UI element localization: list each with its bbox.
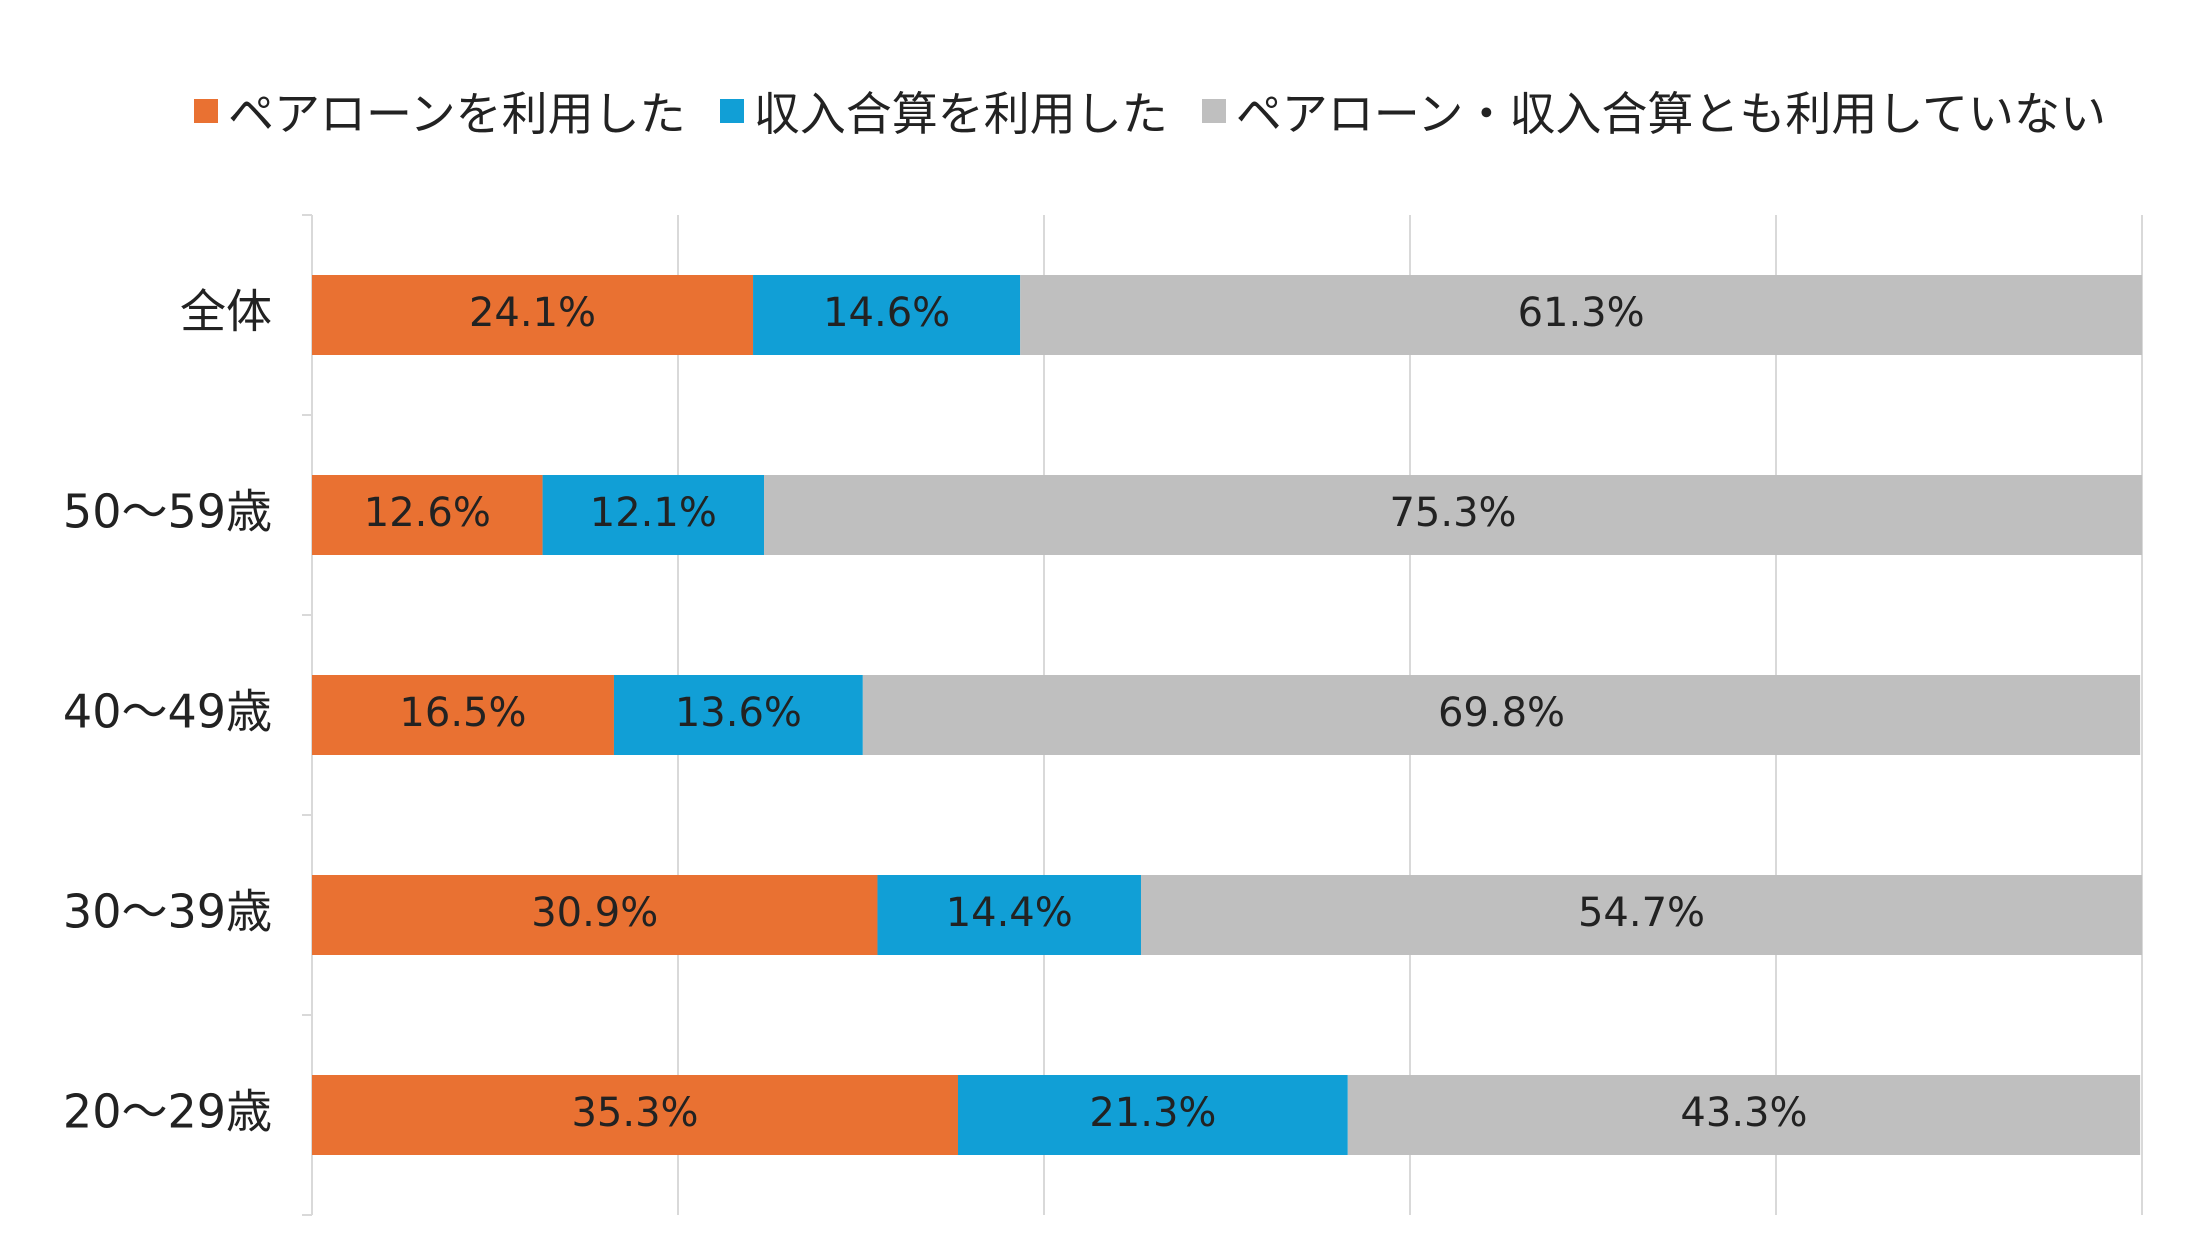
legend-item-pair-loan: ペアローンを利用した (193, 78, 686, 144)
data-label: 14.6% (823, 290, 950, 336)
legend-item-income-combined: 収入合算を利用した (719, 78, 1168, 144)
category-label: 全体 (180, 285, 272, 339)
bar-segment (613, 675, 863, 755)
data-label: 54.7% (1578, 890, 1705, 936)
category-label: 30～39歳 (63, 885, 272, 939)
bar-segment (1347, 1075, 2141, 1155)
data-label: 13.6% (675, 690, 802, 736)
legend-swatch-pair-loan (193, 99, 218, 123)
bar-segment (877, 875, 1141, 955)
bar-segment (764, 475, 2142, 555)
data-label: 61.3% (1518, 290, 1645, 336)
legend-label-income-combined: 収入合算を利用した (753, 87, 1168, 141)
bar-segment (862, 675, 2141, 755)
data-label: 21.3% (1089, 1090, 1216, 1136)
category-label: 40～49歳 (63, 685, 272, 739)
bar-segment (312, 1075, 958, 1155)
bar-segment (542, 475, 765, 555)
bar-segment (312, 475, 543, 555)
data-label: 12.6% (364, 490, 491, 536)
data-label: 69.8% (1438, 690, 1565, 736)
category-label: 20～29歳 (63, 1085, 272, 1139)
legend-label-pair-loan: ペアローンを利用した (227, 87, 686, 141)
data-label: 43.3% (1680, 1090, 1807, 1136)
bar-segment (312, 875, 878, 955)
legend-label-neither: ペアローン・収入合算とも利用していない (1235, 87, 2107, 141)
chart-legend: ペアローンを利用した 収入合算を利用した ペアローン・収入合算とも利用していない (160, 78, 2140, 144)
bar-segment (1140, 875, 2142, 955)
bar-segment (312, 675, 614, 755)
data-label: 12.1% (590, 490, 717, 536)
data-label: 30.9% (531, 890, 658, 936)
bar-segment (753, 275, 1021, 355)
data-label: 75.3% (1389, 490, 1516, 536)
legend-swatch-income-combined (719, 99, 744, 123)
category-label: 50～59歳 (63, 485, 272, 539)
data-label: 14.4% (946, 890, 1073, 936)
bar-segment (957, 1075, 1348, 1155)
data-label: 24.1% (469, 290, 596, 336)
bar-segment (312, 275, 754, 355)
data-label: 16.5% (399, 690, 526, 736)
legend-item-neither: ペアローン・収入合算とも利用していない (1201, 78, 2107, 144)
legend-swatch-neither (1201, 99, 1226, 123)
data-label: 35.3% (571, 1090, 698, 1136)
bar-segment (1020, 275, 2143, 355)
